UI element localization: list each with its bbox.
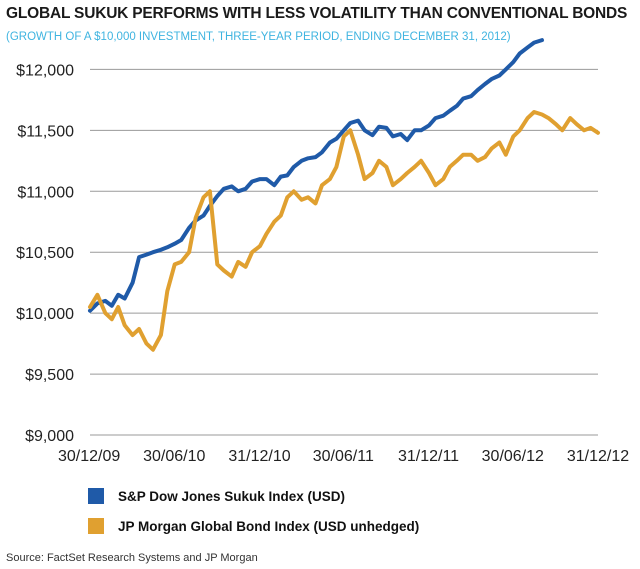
x-tick-label: 31/12/12 [567,448,629,465]
legend-label-sukuk: S&P Dow Jones Sukuk Index (USD) [118,488,346,504]
y-tick-label: $9,000 [25,428,74,445]
x-tick-label: 31/12/10 [228,448,290,465]
series-lines [88,38,600,352]
legend-label-bond: JP Morgan Global Bond Index (USD unhedge… [118,518,420,534]
y-tick-label: $11,500 [17,123,74,140]
y-tick-label: $12,000 [16,62,74,79]
series-line-sukuk [88,38,544,313]
y-axis-ticks: $9,000 $9,500 $10,000 $10,500 $11,000 $11,500… [16,62,74,445]
x-tick-label: 30/06/10 [143,448,205,465]
y-tick-label: $10,000 [16,306,74,323]
series-line-bond [88,110,600,352]
y-tick-label: $11,000 [17,184,74,201]
chart-title: GLOBAL SUKUK PERFORMS WITH LESS VOLATILI… [6,5,628,22]
y-tick-label: $10,500 [16,245,74,262]
y-tick-label: $9,500 [25,367,74,384]
x-tick-label: 30/06/11 [313,448,374,465]
line-chart: $9,000 $9,500 $10,000 $10,500 $11,000 $11,500… [16,38,629,465]
legend-item-sukuk: S&P Dow Jones Sukuk Index (USD) [88,486,345,506]
x-tick-label: 30/12/09 [58,448,120,465]
x-tick-label: 30/06/12 [482,448,544,465]
legend-swatch-bond [88,518,104,534]
x-axis-ticks: 30/12/09 30/06/10 31/12/10 30/06/11 31/12/11… [58,448,629,465]
chart-subtitle: (GROWTH OF A $10,000 INVESTMENT, THREE-Y… [6,31,511,43]
legend-swatch-sukuk [88,488,104,504]
source-note: Source: FactSet Research Systems and JP … [6,552,258,564]
legend-item-bond: JP Morgan Global Bond Index (USD unhedge… [88,516,419,536]
x-tick-label: 31/12/11 [398,448,459,465]
